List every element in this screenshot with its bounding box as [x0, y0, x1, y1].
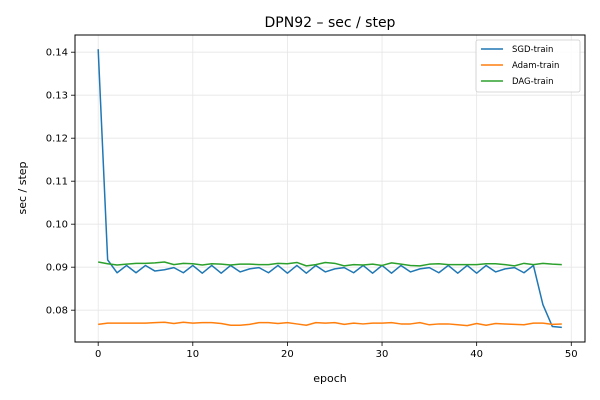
legend: SGD-train Adam-train DAG-train	[475, 39, 581, 93]
y-tick-label: 0.10	[46, 220, 68, 231]
legend-label-dag-train: DAG-train	[512, 77, 554, 87]
y-axis: 0.08 0.09 0.10 0.11 0.12 0.13 0.14	[46, 48, 75, 317]
x-axis-label: epoch	[313, 372, 347, 385]
series-line-adam-train	[98, 321, 562, 327]
series-layer	[97, 49, 562, 329]
x-tick-label: 20	[281, 349, 294, 360]
x-tick-label: 50	[565, 349, 578, 360]
x-axis: 0 10 20 30 40 50	[95, 342, 578, 360]
legend-box	[475, 39, 581, 93]
y-tick-label: 0.09	[46, 263, 68, 274]
series-line-sgd-train	[97, 49, 562, 329]
x-tick-label: 10	[186, 349, 199, 360]
x-tick-label: 40	[470, 349, 483, 360]
y-tick-label: 0.11	[46, 177, 68, 188]
series-line-dag-train	[98, 261, 562, 267]
y-tick-label: 0.13	[46, 91, 68, 102]
grid	[75, 35, 585, 342]
y-tick-label: 0.14	[46, 48, 68, 59]
legend-label-sgd-train: SGD-train	[512, 45, 553, 55]
chart-title: DPN92 – sec / step	[265, 15, 396, 31]
legend-label-adam-train: Adam-train	[512, 61, 559, 71]
y-tick-label: 0.08	[46, 306, 68, 317]
x-tick-label: 0	[95, 349, 101, 360]
plot-frame	[74, 34, 586, 343]
y-axis-label: sec / step	[16, 161, 29, 214]
y-tick-label: 0.12	[46, 134, 68, 145]
x-tick-label: 30	[376, 349, 389, 360]
